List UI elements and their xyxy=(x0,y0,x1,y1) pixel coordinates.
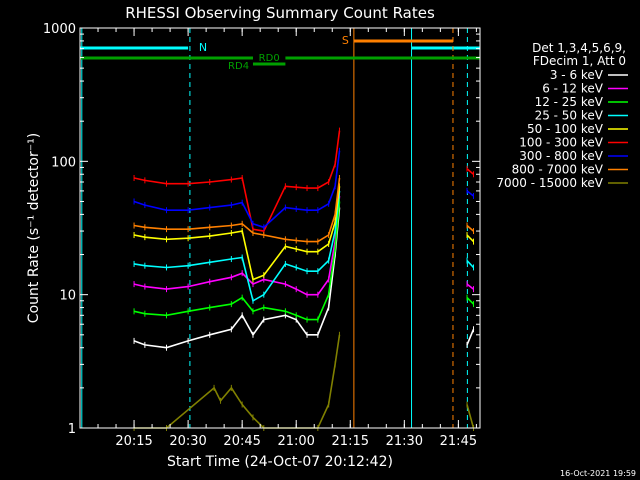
rd0-gap xyxy=(252,52,286,62)
rd0-label: RD0 xyxy=(259,53,280,64)
series-line xyxy=(133,201,341,321)
y-axis-label: Count Rate (s⁻¹ detector⁻¹) xyxy=(26,133,42,323)
rd4-label: RD4 xyxy=(228,61,249,72)
series-line xyxy=(133,207,341,349)
legend: Det 1,3,4,5,6,9, FDecim 1, Att 0 3 - 6 k… xyxy=(496,41,628,190)
x-tick-label: 20:30 xyxy=(169,434,206,449)
legend-label: 12 - 25 keV xyxy=(535,95,604,109)
series-line xyxy=(466,297,475,305)
x-tick-label: 21:45 xyxy=(440,434,477,449)
y-tick-label: 100 xyxy=(51,155,76,170)
legend-title-line2: FDecim 1, Att 0 xyxy=(533,54,626,68)
series-line xyxy=(133,130,341,232)
legend-label: 100 - 300 keV xyxy=(519,136,603,150)
y-tick-label: 10 xyxy=(59,289,76,304)
x-tick-label: 20:15 xyxy=(115,434,152,449)
legend-label: 50 - 100 keV xyxy=(527,122,604,136)
x-tick-label: 20:45 xyxy=(223,434,260,449)
y-tick-label: 1000 xyxy=(43,22,76,37)
series-line xyxy=(466,168,475,175)
series-line xyxy=(466,234,475,243)
series-line xyxy=(466,328,475,346)
legend-label: 3 - 6 keV xyxy=(550,68,604,82)
plot-frame xyxy=(79,27,481,429)
legend-label: 300 - 800 keV xyxy=(519,149,603,163)
series-line xyxy=(133,150,341,229)
series-line xyxy=(466,190,474,197)
chart-title: RHESSI Observing Summary Count Rates xyxy=(125,4,435,22)
x-axis-label: Start Time (24-Oct-07 20:12:42) xyxy=(167,454,393,470)
series-line xyxy=(466,260,475,269)
series-line xyxy=(133,177,341,243)
legend-label: 6 - 12 keV xyxy=(542,82,604,96)
legend-label: 7000 - 15000 keV xyxy=(496,176,603,190)
series-line xyxy=(134,334,341,429)
legend-label: 25 - 50 keV xyxy=(535,109,604,123)
series-line xyxy=(466,224,475,232)
x-tick-label: 21:30 xyxy=(386,434,423,449)
series-line xyxy=(133,195,341,296)
x-tick-label: 21:15 xyxy=(332,434,369,449)
y-tick-label: 1 xyxy=(68,422,76,437)
timestamp-footer: 16-Oct-2021 19:59 xyxy=(560,469,636,478)
series-line xyxy=(133,186,341,281)
night-label: N xyxy=(199,41,207,54)
series-line xyxy=(133,190,341,303)
saa-label: S xyxy=(342,34,349,47)
series-line xyxy=(466,404,475,429)
legend-title-line1: Det 1,3,4,5,6,9, xyxy=(532,41,626,55)
legend-label: 800 - 7000 keV xyxy=(512,163,604,177)
x-tick-label: 21:00 xyxy=(277,434,314,449)
series-line xyxy=(466,283,474,290)
